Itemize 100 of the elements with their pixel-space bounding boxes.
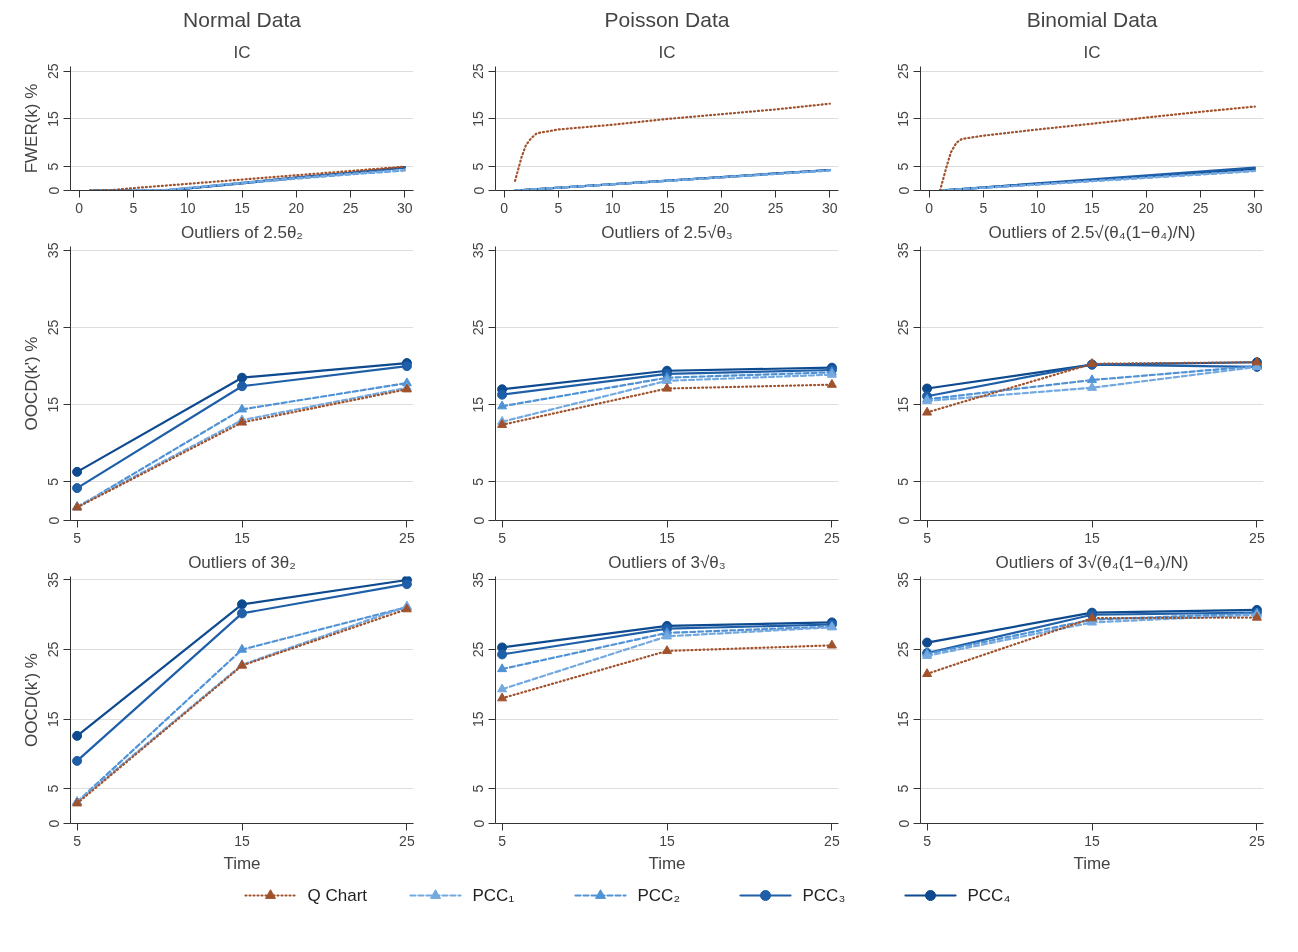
x-tick-label: 5	[923, 832, 932, 849]
y-tick-label: 35	[45, 571, 62, 588]
y-tick-label: 25	[470, 63, 487, 80]
chart-title: Outliers of 2.5√(θ₄(1−θ₄)/N)	[988, 222, 1196, 242]
x-tick-label: 5	[498, 529, 507, 546]
legend-label: Q Chart	[307, 886, 368, 905]
x-tick-label: 25	[1249, 832, 1265, 849]
x-tick-label: 0	[500, 199, 509, 216]
x-tick-label: 5	[979, 199, 988, 216]
x-tick-label: 20	[713, 199, 730, 216]
y-tick-label: 15	[895, 110, 912, 127]
x-tick-label: 5	[73, 529, 82, 546]
y-tick-label: 5	[45, 784, 62, 793]
y-tick-label: 15	[45, 396, 62, 413]
y-tick-label: 15	[470, 110, 487, 127]
y-tick-label: 0	[45, 819, 62, 828]
y-tick-label: 25	[895, 63, 912, 80]
y-tick-label: 35	[470, 571, 487, 588]
y-tick-label: 0	[470, 186, 487, 195]
y-tick-label: 5	[470, 784, 487, 793]
x-axis-title: Time	[648, 853, 686, 873]
y-tick-label: 5	[45, 162, 62, 171]
y-tick-label: 5	[470, 162, 487, 171]
y-tick-label: 25	[470, 641, 487, 658]
y-tick-label: 5	[470, 477, 487, 486]
y-tick-label: 25	[45, 63, 62, 80]
x-tick-label: 5	[129, 199, 138, 216]
chart-title: Outliers of 3√(θ₄(1−θ₄)/N)	[995, 552, 1189, 572]
x-tick-label: 25	[1249, 529, 1265, 546]
x-tick-label: 30	[822, 199, 838, 216]
x-tick-label: 25	[824, 529, 840, 546]
x-tick-label: 10	[179, 199, 196, 216]
chart-title: Outliers of 3θ₂	[188, 552, 296, 572]
legend-label: PCC₁	[472, 886, 515, 905]
x-tick-label: 15	[234, 832, 250, 849]
y-tick-label: 0	[470, 516, 487, 525]
x-tick-label: 25	[767, 199, 784, 216]
x-axis-title: Time	[223, 853, 261, 873]
y-axis-title: FWER(k) %	[21, 83, 41, 174]
y-tick-label: 0	[45, 516, 62, 525]
x-tick-label: 15	[234, 199, 250, 216]
legend-label: PCC₄	[967, 886, 1011, 905]
x-tick-label: 10	[1029, 199, 1046, 216]
y-axis-title: OOCD(k') %	[21, 653, 41, 747]
x-tick-label: 25	[399, 529, 415, 546]
y-tick-label: 15	[895, 396, 912, 413]
y-tick-label: 35	[470, 242, 487, 259]
chart-title: Outliers of 3√θ₃	[608, 552, 726, 572]
y-tick-label: 15	[45, 711, 62, 727]
x-axis-title: Time	[1073, 853, 1111, 873]
x-tick-label: 15	[1084, 529, 1100, 546]
x-tick-label: 15	[1084, 832, 1100, 849]
y-tick-label: 15	[895, 711, 912, 727]
x-tick-label: 25	[1192, 199, 1209, 216]
y-tick-label: 25	[45, 641, 62, 658]
y-tick-label: 35	[895, 571, 912, 588]
chart-title: Outliers of 2.5√θ₃	[601, 222, 733, 242]
x-tick-label: 5	[554, 199, 563, 216]
y-tick-label: 5	[895, 162, 912, 171]
x-tick-label: 30	[1247, 199, 1263, 216]
y-tick-label: 5	[45, 477, 62, 486]
chart-subtitle: IC	[658, 42, 676, 62]
x-tick-label: 5	[498, 832, 507, 849]
y-tick-label: 0	[45, 186, 62, 195]
y-tick-label: 0	[470, 819, 487, 828]
y-tick-label: 35	[45, 242, 62, 259]
y-tick-label: 35	[895, 242, 912, 259]
x-tick-label: 20	[288, 199, 305, 216]
x-tick-label: 5	[923, 529, 932, 546]
y-tick-label: 0	[895, 819, 912, 828]
y-axis-title: OOCD(k') %	[21, 336, 41, 431]
x-tick-label: 5	[73, 832, 82, 849]
y-tick-label: 5	[895, 784, 912, 793]
y-tick-label: 15	[45, 110, 62, 127]
y-tick-label: 25	[895, 641, 912, 658]
legend-label: PCC₃	[802, 886, 846, 905]
x-tick-label: 25	[399, 832, 415, 849]
x-tick-label: 15	[659, 529, 675, 546]
x-tick-label: 25	[824, 832, 840, 849]
x-tick-label: 15	[234, 529, 250, 546]
y-tick-label: 0	[895, 186, 912, 195]
y-tick-label: 0	[895, 516, 912, 525]
chart-subtitle: IC	[233, 42, 251, 62]
x-tick-label: 10	[604, 199, 621, 216]
chart-subtitle: IC	[1083, 42, 1101, 62]
chart-title: Outliers of 2.5θ₂	[181, 222, 303, 242]
chart-title: Poisson Data	[604, 7, 730, 31]
chart-title: Binomial Data	[1026, 7, 1158, 31]
y-tick-label: 25	[470, 319, 487, 336]
x-tick-label: 0	[75, 199, 84, 216]
y-tick-label: 25	[895, 319, 912, 336]
x-tick-label: 15	[659, 199, 675, 216]
x-tick-label: 0	[925, 199, 934, 216]
x-tick-label: 15	[1084, 199, 1100, 216]
x-tick-label: 30	[397, 199, 413, 216]
y-tick-label: 15	[470, 396, 487, 413]
x-tick-label: 25	[342, 199, 359, 216]
y-tick-label: 5	[895, 477, 912, 486]
y-tick-label: 15	[470, 711, 487, 727]
chart-title: Normal Data	[183, 7, 302, 31]
